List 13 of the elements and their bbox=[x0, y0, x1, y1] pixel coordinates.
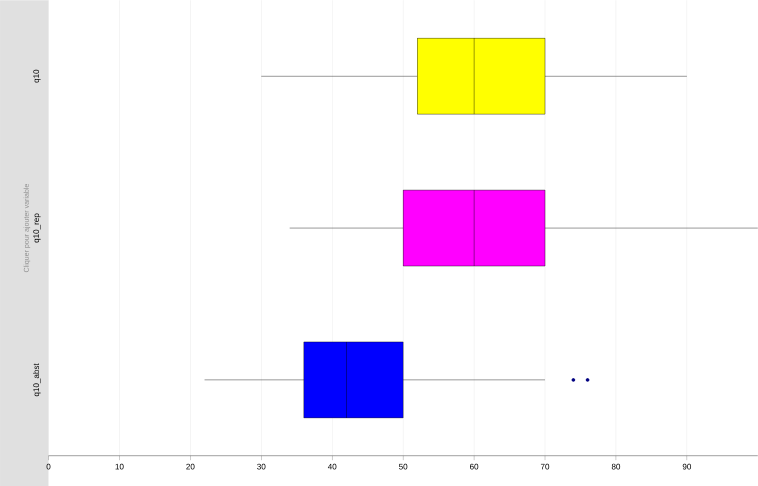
x-tick-label: 30 bbox=[257, 464, 266, 470]
x-tick-label: 60 bbox=[470, 464, 478, 470]
x-tick-label: 70 bbox=[540, 464, 550, 470]
x-tick-label: 0 bbox=[46, 464, 50, 470]
y-tick-label: q10 bbox=[33, 70, 41, 82]
x-tick-label: 80 bbox=[612, 464, 620, 470]
x-tick-label: 50 bbox=[398, 464, 408, 470]
x-tick-label: 20 bbox=[186, 464, 195, 470]
x-tick-label: 10 bbox=[116, 464, 124, 470]
y-tick-label: q10_abst bbox=[33, 363, 41, 396]
x-tick-label: 90 bbox=[682, 464, 692, 470]
y-tick-label: q10_rep bbox=[33, 213, 41, 242]
x-tick-label: 40 bbox=[328, 464, 336, 470]
